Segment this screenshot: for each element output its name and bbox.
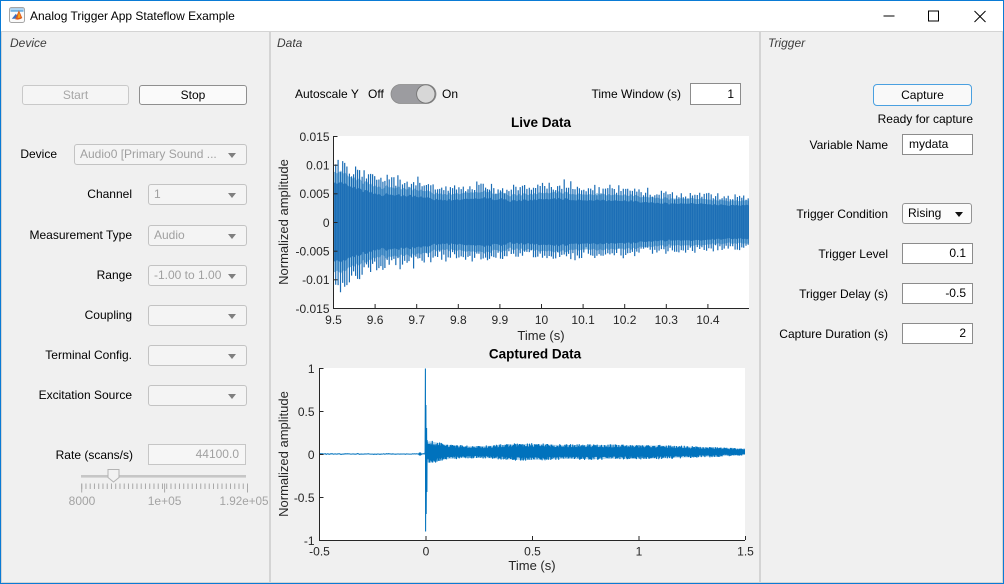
svg-text:10.2: 10.2: [613, 313, 637, 327]
svg-text:1.92e+05: 1.92e+05: [219, 495, 269, 508]
svg-text:-0.015: -0.015: [295, 302, 329, 316]
svg-text:0: 0: [323, 216, 330, 230]
svg-text:9.9: 9.9: [492, 313, 509, 327]
svg-text:0: 0: [423, 545, 430, 559]
svg-text:0.01: 0.01: [306, 159, 330, 173]
svg-text:10.4: 10.4: [696, 313, 720, 327]
svg-text:0.005: 0.005: [299, 187, 329, 201]
svg-text:Captured Data: Captured Data: [489, 347, 582, 362]
svg-text:1: 1: [308, 362, 315, 376]
svg-text:1.5: 1.5: [737, 545, 754, 559]
svg-text:1: 1: [636, 545, 643, 559]
svg-text:Normalized amplitude: Normalized amplitude: [276, 159, 291, 285]
svg-text:Time (s): Time (s): [517, 328, 564, 343]
svg-text:Normalized amplitude: Normalized amplitude: [276, 391, 291, 517]
svg-text:0: 0: [308, 448, 315, 462]
svg-text:9.8: 9.8: [450, 313, 467, 327]
svg-text:9.5: 9.5: [325, 313, 342, 327]
svg-text:-0.5: -0.5: [309, 545, 330, 559]
svg-text:0.5: 0.5: [524, 545, 541, 559]
svg-text:10: 10: [535, 313, 549, 327]
svg-text:9.6: 9.6: [367, 313, 384, 327]
svg-text:10.3: 10.3: [655, 313, 679, 327]
svg-text:1e+05: 1e+05: [148, 494, 182, 508]
svg-text:-0.005: -0.005: [295, 245, 329, 259]
svg-text:Live Data: Live Data: [511, 115, 572, 130]
svg-text:9.7: 9.7: [408, 313, 425, 327]
svg-text:10.1: 10.1: [571, 313, 595, 327]
svg-text:-1: -1: [304, 534, 315, 548]
svg-text:-0.01: -0.01: [302, 273, 330, 287]
svg-text:0.5: 0.5: [298, 405, 315, 419]
svg-text:8000: 8000: [69, 494, 96, 508]
svg-text:-0.5: -0.5: [294, 491, 315, 505]
svg-text:0.015: 0.015: [299, 130, 329, 144]
svg-text:Time (s): Time (s): [508, 558, 555, 573]
